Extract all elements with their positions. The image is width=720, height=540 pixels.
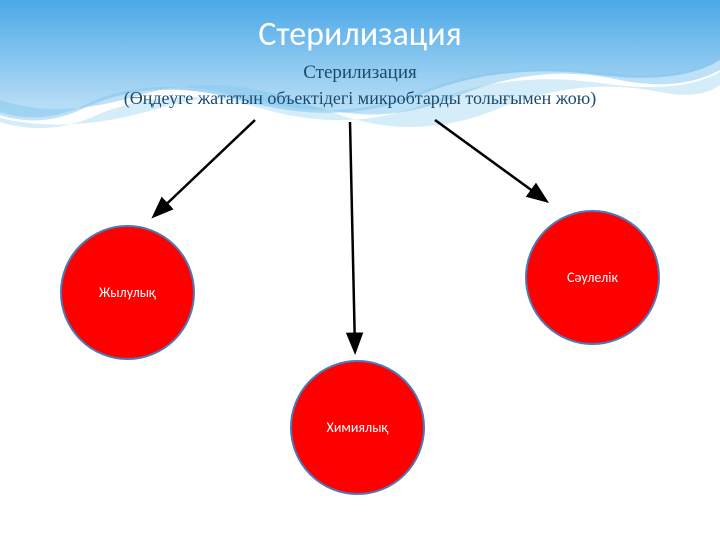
arrow-center xyxy=(350,122,355,350)
page-title: Стерилизация xyxy=(0,14,720,55)
circle-radiation: Сәулелік xyxy=(525,210,660,345)
circle-chemical-label: Химиялық xyxy=(327,419,389,436)
circle-radiation-label: Сәулелік xyxy=(567,269,618,286)
circle-heat: Жылулық xyxy=(60,225,195,360)
arrow-right xyxy=(435,120,545,200)
description: (Өңдеуге жататын объектідегі микробтарды… xyxy=(0,88,720,109)
circle-chemical: Химиялық xyxy=(290,360,425,495)
subtitle: Стерилизация xyxy=(0,62,720,84)
arrow-left xyxy=(155,120,255,215)
circle-heat-label: Жылулық xyxy=(99,284,156,301)
